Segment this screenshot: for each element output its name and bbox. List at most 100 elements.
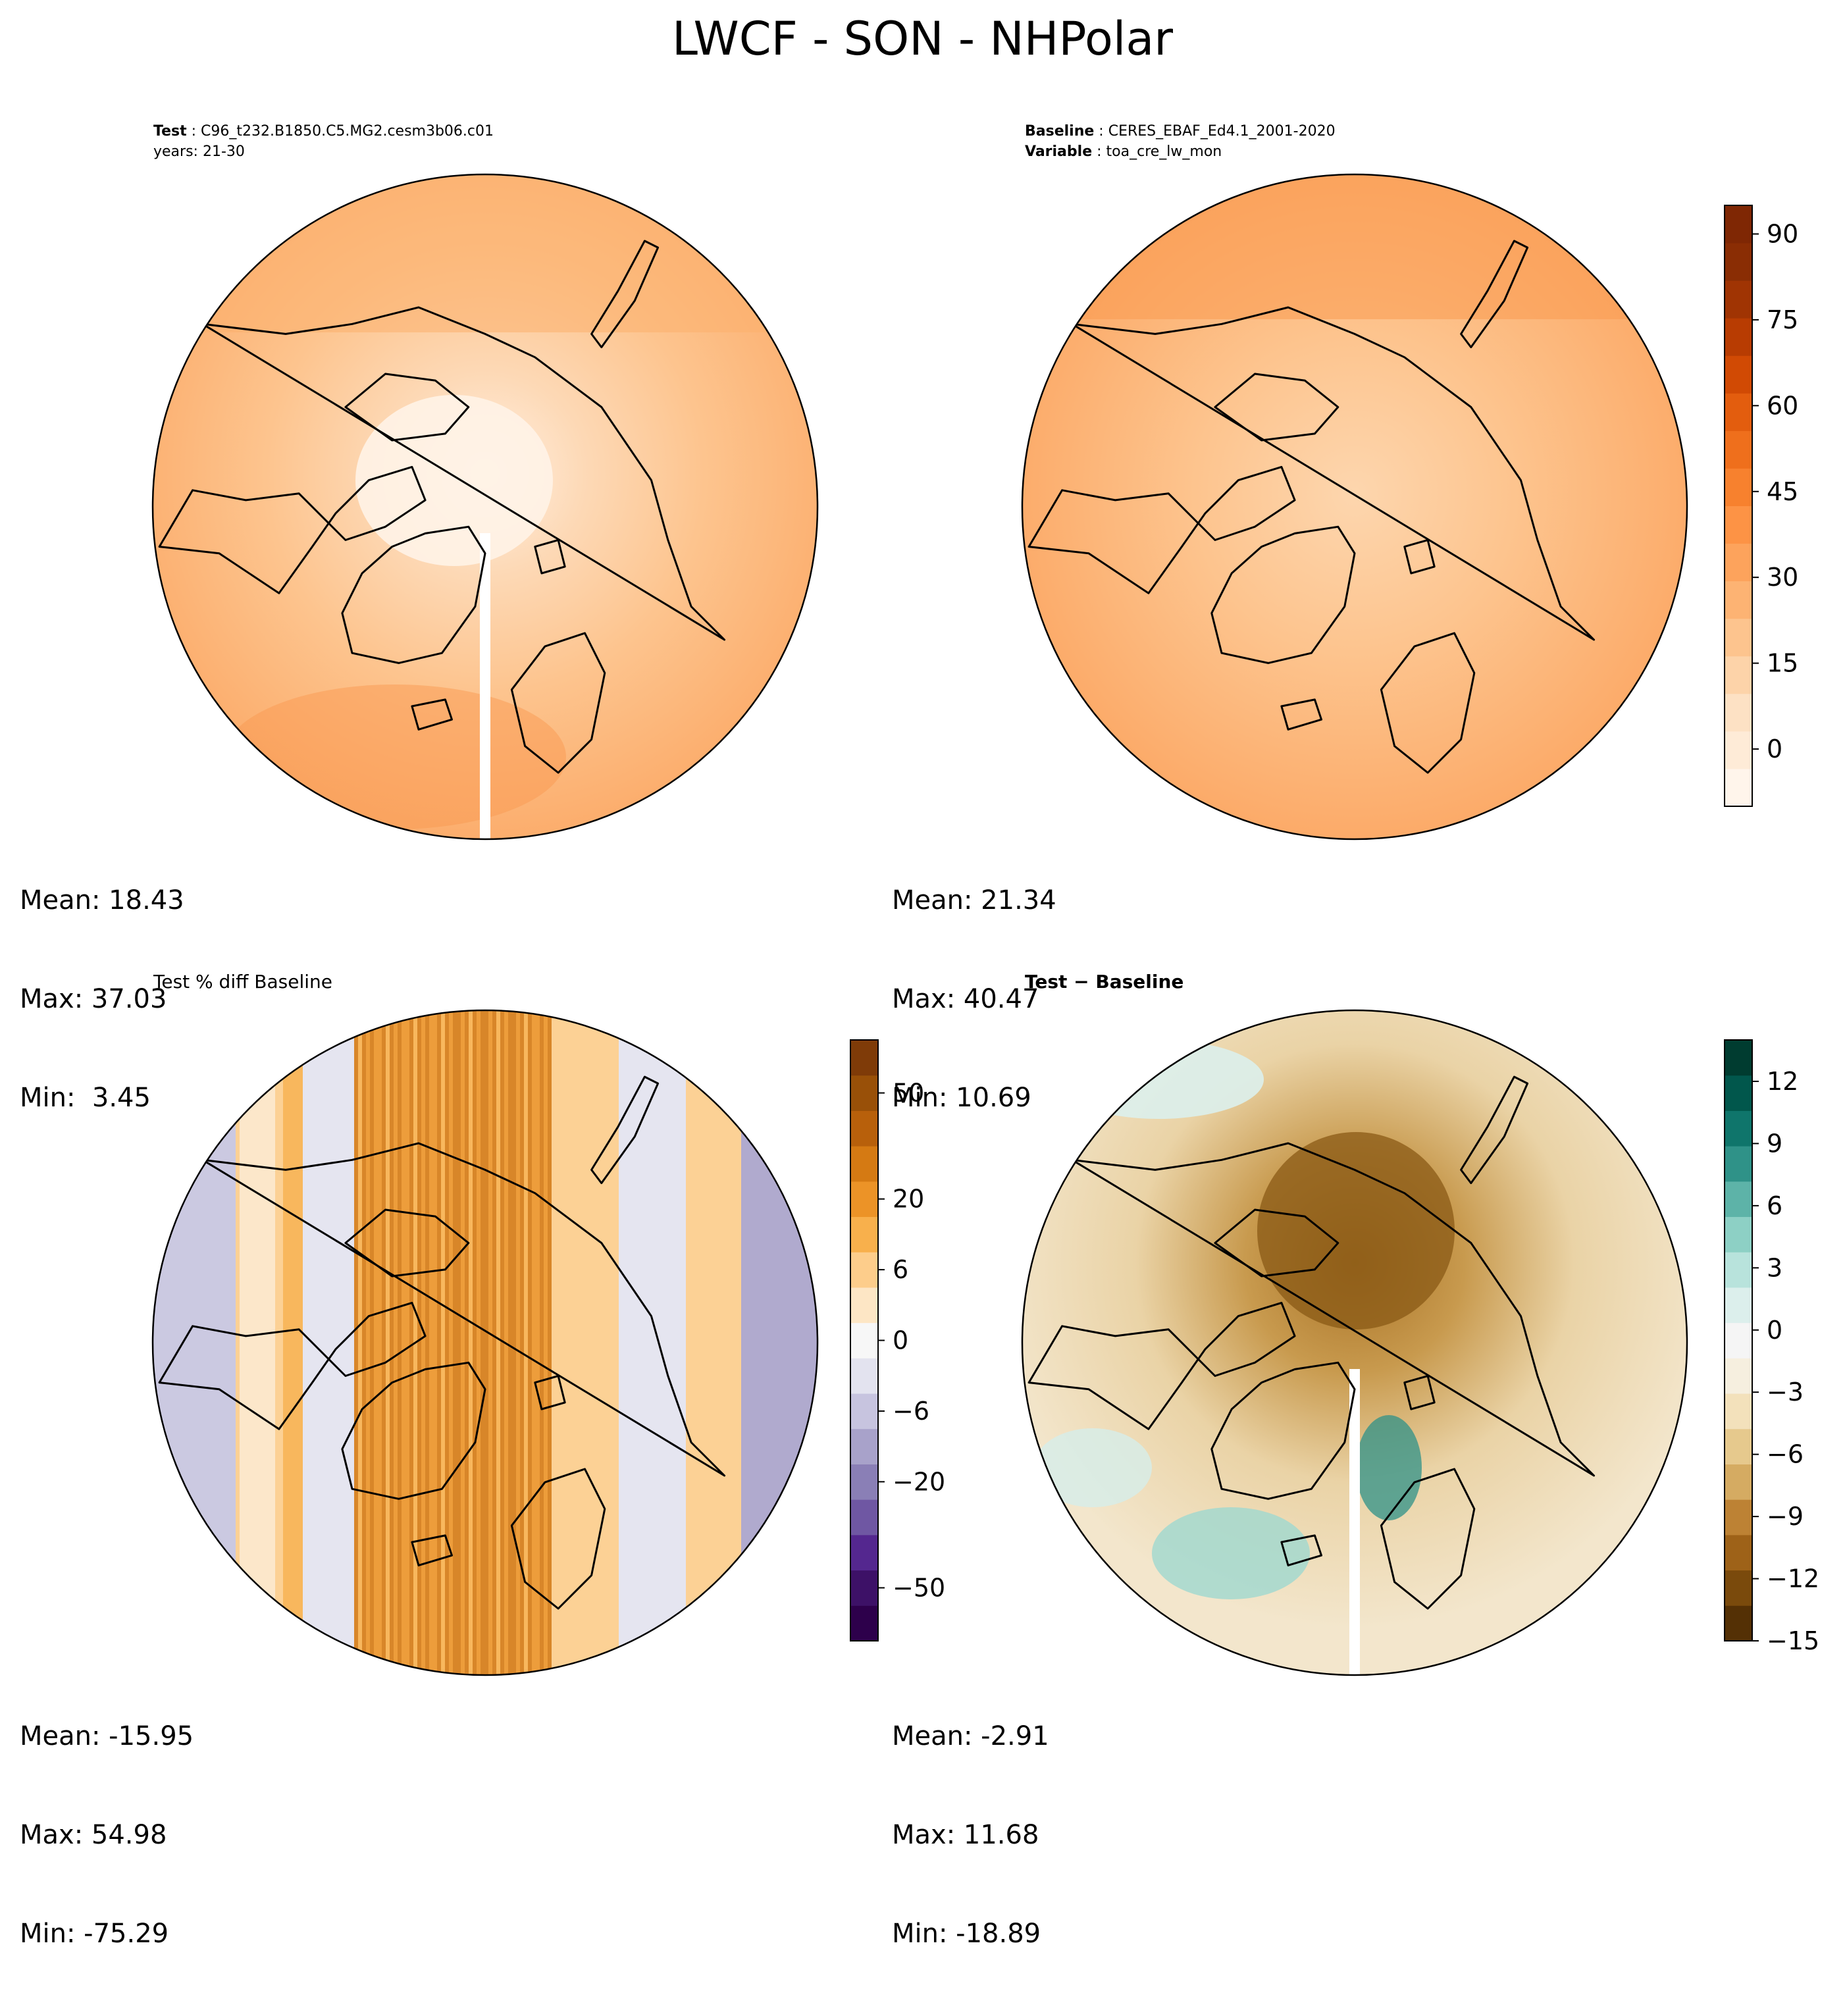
pct-diff-stripe <box>326 1010 330 1675</box>
coastline-6 <box>1460 240 1529 349</box>
colorbar-segment <box>850 1216 878 1253</box>
colorbar-segment <box>1725 1322 1752 1358</box>
coastline-6 <box>590 1075 660 1185</box>
pct-diff-stripe <box>346 1010 350 1675</box>
pct-diff-stripe <box>255 1010 259 1675</box>
pct-diff-stripe <box>552 1010 556 1675</box>
pct-diff-stripe <box>619 1010 623 1675</box>
colorbar-segment <box>1725 355 1752 394</box>
diff-mean: Mean: -2.91 <box>892 1721 1049 1751</box>
colorbar-segment <box>850 1252 878 1288</box>
colorbar-segment <box>1725 618 1752 657</box>
pct-diff-stripe <box>283 1010 287 1675</box>
pct-diff-stripe <box>812 1010 816 1675</box>
coastline-5 <box>411 698 453 731</box>
colorbar-tick-label: 50 <box>893 1079 924 1108</box>
coastline-3 <box>1380 1468 1476 1610</box>
pct-diff-stripe <box>666 1010 670 1675</box>
diff-map-seam <box>1349 1369 1360 1675</box>
diff-map-teal-1 <box>1152 1507 1310 1599</box>
pct-diff-stripe <box>536 1010 540 1675</box>
diff-min: Min: -18.89 <box>892 1919 1041 1949</box>
pct-diff-stripe <box>757 1010 761 1675</box>
pct-diff-stripe <box>556 1010 559 1675</box>
diff-map-teal-3 <box>1053 1040 1264 1119</box>
pct-diff-stripe <box>733 1010 737 1675</box>
baseline-label-value: CERES_EBAF_Ed4.1_2001-2020 <box>1108 123 1336 140</box>
baseline-colorbar: 0 15 30 45 60 75 90 <box>1724 205 1798 807</box>
pct-diff-stripe <box>642 1010 646 1675</box>
colorbar-segment <box>850 1075 878 1111</box>
colorbar-segment <box>850 1146 878 1182</box>
pct-diff-stripe <box>461 1010 465 1675</box>
pct-diff-stripe <box>188 1010 192 1675</box>
colorbar-segment <box>1725 768 1752 807</box>
colorbar-segment <box>1725 656 1752 694</box>
pct-diff-stripe <box>512 1010 516 1675</box>
diff-title: Test − Baseline <box>1025 971 1184 993</box>
pct-diff-stripe <box>354 1010 358 1675</box>
pct-diff-stripe <box>409 1010 413 1675</box>
coastline-0 <box>1210 1361 1356 1500</box>
colorbar-segment <box>1725 1570 1752 1606</box>
colorbar-segment <box>1725 1040 1752 1076</box>
pct-diff-stripe <box>220 1010 224 1675</box>
pct-diff-stripe <box>714 1010 717 1675</box>
coastline-5 <box>1280 1534 1322 1566</box>
colorbar-segment <box>850 1464 878 1500</box>
baseline-min: Min: 10.69 <box>892 1083 1031 1113</box>
colorbar-segment <box>850 1040 878 1076</box>
pct-diff-stripe <box>405 1010 409 1675</box>
colorbar-segment <box>1725 318 1752 356</box>
colorbar-tick-label: −20 <box>893 1467 945 1496</box>
pct-diff-stripe <box>465 1010 469 1675</box>
colorbar-tick-label: 75 <box>1767 305 1798 334</box>
pct-diff-stripes <box>153 1010 818 1675</box>
pct-diff-stripe <box>532 1010 536 1675</box>
colorbar-segment <box>1725 393 1752 431</box>
coastline-2 <box>1071 1142 1596 1477</box>
pct-diff-map <box>151 1009 819 1676</box>
pct-diff-stripe <box>378 1010 382 1675</box>
pct-diff-stripe <box>808 1010 812 1675</box>
pct-diff-stripe <box>670 1010 674 1675</box>
pct-diff-stripe <box>686 1010 690 1675</box>
colorbar-segment <box>1725 1534 1752 1571</box>
colorbar-segment <box>1725 243 1752 281</box>
pct-diff-stripe <box>524 1010 528 1675</box>
pct-diff-stripe <box>563 1010 567 1675</box>
pct-diff-stripe <box>559 1010 563 1675</box>
pct-diff-stripe <box>303 1010 307 1675</box>
pct-diff-stripe <box>500 1010 504 1675</box>
pct-diff-stripe <box>196 1010 200 1675</box>
baseline-coastlines <box>1027 240 1596 774</box>
pct-diff-stripe <box>469 1010 473 1675</box>
coastline-1 <box>1027 465 1296 594</box>
coastline-7 <box>344 1208 470 1278</box>
test-map-pole <box>355 395 553 566</box>
pct-diff-stripe <box>508 1010 512 1675</box>
pct-diff-stripe <box>575 1010 579 1675</box>
pct-diff-stripe <box>402 1010 405 1675</box>
pct-diff-stripe <box>271 1010 275 1675</box>
colorbar-segment <box>1725 1287 1752 1324</box>
colorbar-segment <box>850 1322 878 1358</box>
colorbar-tick-label: 20 <box>893 1185 924 1214</box>
pct-diff-stripe <box>216 1010 220 1675</box>
diff-map-brown-center <box>1257 1132 1455 1330</box>
pct-diff-stripe <box>228 1010 232 1675</box>
pct-diff-stripe <box>267 1010 271 1675</box>
test-map-seam <box>480 533 490 839</box>
pct-diff-stripe <box>721 1010 725 1675</box>
pct-diff-stripe <box>334 1010 338 1675</box>
coastline-0 <box>341 1361 486 1500</box>
pct-diff-stripe <box>571 1010 575 1675</box>
colorbar-segment <box>1725 581 1752 619</box>
test-max: Max: 37.03 <box>20 984 167 1014</box>
pct-diff-stripe <box>765 1010 769 1675</box>
pct-diff-stripe <box>520 1010 524 1675</box>
colorbar-tick-label: −12 <box>1767 1564 1819 1593</box>
pct-diff-stripe <box>702 1010 706 1675</box>
pct-diff-stripe <box>579 1010 583 1675</box>
colorbar-tick-label: 9 <box>1767 1129 1782 1158</box>
